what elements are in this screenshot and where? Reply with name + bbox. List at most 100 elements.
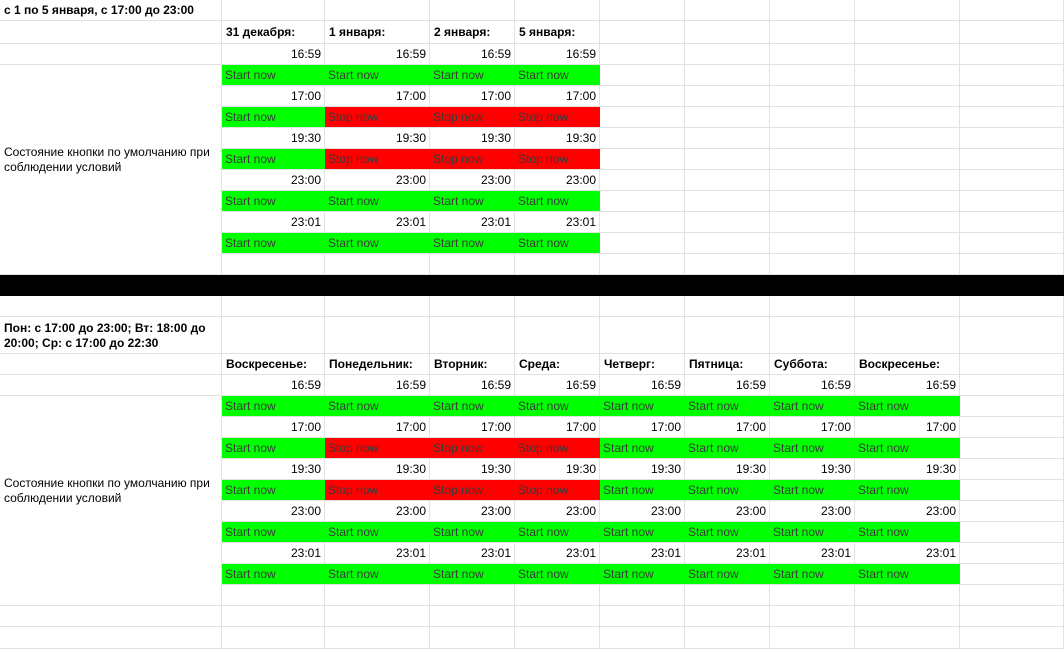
grid-cell xyxy=(600,44,685,65)
grid-cell xyxy=(0,0,222,21)
grid-cell xyxy=(685,606,770,627)
column-header: 31 декабря: xyxy=(226,25,296,39)
button-state: Start now xyxy=(600,396,685,416)
grid-cell xyxy=(855,128,960,149)
column-header: Пятница: xyxy=(689,357,744,371)
grid-cell xyxy=(960,459,1064,480)
grid-cell xyxy=(855,191,960,212)
grid-cell xyxy=(222,543,325,564)
button-state: Start now xyxy=(222,522,325,542)
grid-cell xyxy=(0,375,222,396)
grid-cell xyxy=(600,107,685,128)
grid-cell xyxy=(960,212,1064,233)
grid-cell xyxy=(600,354,685,375)
grid-cell xyxy=(960,438,1064,459)
button-state: Stop now xyxy=(325,438,430,458)
time-cell: 16:59 xyxy=(290,46,321,61)
grid-cell xyxy=(855,543,960,564)
grid-cell xyxy=(222,354,325,375)
time-cell: 16:59 xyxy=(565,377,596,392)
grid-cell xyxy=(430,501,515,522)
grid-cell xyxy=(325,0,430,21)
button-state: Stop now xyxy=(325,480,430,500)
time-cell: 16:59 xyxy=(565,46,596,61)
grid-cell xyxy=(515,585,600,606)
column-header: Среда: xyxy=(519,357,560,371)
time-cell: 16:59 xyxy=(925,377,956,392)
grid-cell xyxy=(515,0,600,21)
grid-cell xyxy=(960,522,1064,543)
grid-cell xyxy=(960,564,1064,585)
grid-cell xyxy=(855,0,960,21)
button-state: Start now xyxy=(600,522,685,542)
time-cell: 17:00 xyxy=(290,419,321,434)
button-state: Stop now xyxy=(325,149,430,169)
grid-cell xyxy=(855,212,960,233)
column-header: Вторник: xyxy=(434,357,488,371)
grid-cell xyxy=(685,233,770,254)
button-state: Start now xyxy=(855,396,960,416)
grid-cell xyxy=(600,149,685,170)
button-state: Stop now xyxy=(515,107,600,127)
button-state: Stop now xyxy=(325,107,430,127)
grid-cell xyxy=(600,585,685,606)
column-header: 5 января: xyxy=(519,25,576,39)
grid-cell xyxy=(770,296,855,317)
grid-cell xyxy=(685,254,770,275)
grid-cell xyxy=(515,170,600,191)
time-cell: 23:01 xyxy=(650,545,681,560)
grid-cell xyxy=(600,501,685,522)
time-cell: 17:00 xyxy=(395,419,426,434)
time-cell: 17:00 xyxy=(565,88,596,103)
grid-cell xyxy=(430,317,515,354)
grid-cell xyxy=(960,107,1064,128)
button-state: Start now xyxy=(222,107,325,127)
grid-cell xyxy=(515,21,600,44)
grid-cell xyxy=(855,417,960,438)
grid-cell xyxy=(770,191,855,212)
time-cell: 16:59 xyxy=(735,377,766,392)
grid-cell xyxy=(960,254,1064,275)
grid-cell xyxy=(960,375,1064,396)
time-cell: 19:30 xyxy=(925,461,956,476)
button-state: Start now xyxy=(685,522,770,542)
grid-cell xyxy=(600,606,685,627)
button-state: Start now xyxy=(515,564,600,584)
condition-label: Состояние кнопки по умолчанию при соблюд… xyxy=(0,396,222,585)
button-state: Stop now xyxy=(430,107,515,127)
grid-cell xyxy=(430,86,515,107)
grid-cell xyxy=(685,65,770,86)
grid-cell xyxy=(770,459,855,480)
time-cell: 23:01 xyxy=(925,545,956,560)
time-cell: 16:59 xyxy=(820,377,851,392)
button-state: Start now xyxy=(222,564,325,584)
grid-cell xyxy=(960,317,1064,354)
grid-cell xyxy=(685,212,770,233)
grid-cell xyxy=(515,501,600,522)
button-state: Start now xyxy=(685,438,770,458)
grid-cell xyxy=(515,44,600,65)
button-state: Start now xyxy=(222,438,325,458)
grid-cell xyxy=(515,606,600,627)
button-state: Start now xyxy=(325,564,430,584)
grid-cell xyxy=(0,606,222,627)
time-cell: 23:00 xyxy=(395,172,426,187)
grid-cell xyxy=(600,191,685,212)
grid-cell xyxy=(685,170,770,191)
time-cell: 23:00 xyxy=(565,172,596,187)
button-state: Start now xyxy=(770,522,855,542)
button-state: Start now xyxy=(222,65,325,85)
grid-cell xyxy=(770,585,855,606)
condition-label: Состояние кнопки по умолчанию при соблюд… xyxy=(0,65,222,254)
grid-cell xyxy=(430,354,515,375)
grid-cell xyxy=(515,86,600,107)
button-state: Start now xyxy=(855,438,960,458)
time-cell: 19:30 xyxy=(565,461,596,476)
grid-cell xyxy=(600,417,685,438)
grid-cell xyxy=(770,128,855,149)
time-cell: 23:00 xyxy=(480,172,511,187)
button-state: Start now xyxy=(430,191,515,211)
grid-cell xyxy=(222,44,325,65)
grid-cell xyxy=(685,296,770,317)
